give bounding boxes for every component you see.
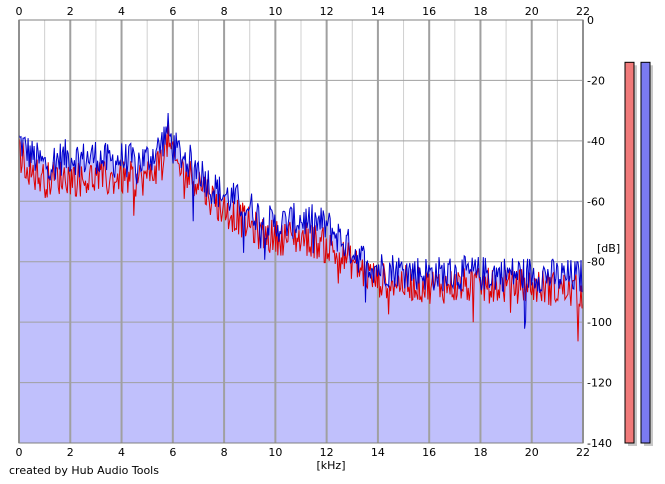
y-tick-label: 0 [587, 14, 594, 27]
series-layer [18, 112, 584, 342]
y-tick-label: -100 [587, 316, 612, 329]
x-tick-label: 2 [67, 446, 74, 459]
x-axis-label: [kHz] [317, 459, 346, 472]
credit-text: created by Hub Audio Tools [9, 464, 159, 477]
x-tick-label: 6 [169, 5, 176, 18]
x-tick-label: 20 [525, 5, 539, 18]
x-tick-label: 16 [422, 5, 436, 18]
x-tick-label: 22 [576, 446, 590, 459]
x-tick-label: 0 [16, 446, 23, 459]
y-tick-label: -60 [587, 195, 605, 208]
x-tick-label: 18 [473, 446, 487, 459]
x-tick-label: 8 [221, 5, 228, 18]
y-tick-label: -80 [587, 256, 605, 269]
x-tick-label: 0 [16, 5, 23, 18]
x-tick-label: 22 [576, 5, 590, 18]
level-meter [624, 61, 653, 447]
series-line [18, 124, 584, 342]
y-tick-label: -140 [587, 437, 612, 450]
x-tick-label: 4 [118, 446, 125, 459]
x-tick-label: 4 [118, 5, 125, 18]
x-tick-label: 2 [67, 5, 74, 18]
y-tick-label: -120 [587, 377, 612, 390]
x-tick-labels-top: 0 2 4 6 8 10 12 14 16 18 20 22 [16, 5, 591, 18]
x-tick-label: 20 [525, 446, 539, 459]
x-tick-label: 14 [371, 446, 385, 459]
y-axis-label: [dB] [597, 242, 620, 255]
x-tick-label: 18 [473, 5, 487, 18]
x-tick-label: 10 [268, 5, 282, 18]
level-bar [640, 61, 651, 444]
series-line [18, 112, 584, 329]
spectrum-area-fill [19, 113, 583, 443]
x-tick-label: 12 [320, 5, 334, 18]
x-tick-labels-bottom: 0 2 4 6 8 10 12 14 16 18 20 22 [16, 446, 591, 459]
x-tick-label: 6 [169, 446, 176, 459]
x-tick-label: 12 [320, 446, 334, 459]
x-tick-label: 8 [221, 446, 228, 459]
level-bar [624, 61, 635, 444]
y-tick-label: -40 [587, 135, 605, 148]
y-tick-labels: 0 -20 -40 -60 -80 -100 -120 -140 [587, 14, 612, 450]
x-tick-label: 10 [268, 446, 282, 459]
plot-frame [18, 19, 584, 444]
x-tick-label: 14 [371, 5, 385, 18]
y-tick-label: -20 [587, 74, 605, 87]
x-tick-label: 16 [422, 446, 436, 459]
